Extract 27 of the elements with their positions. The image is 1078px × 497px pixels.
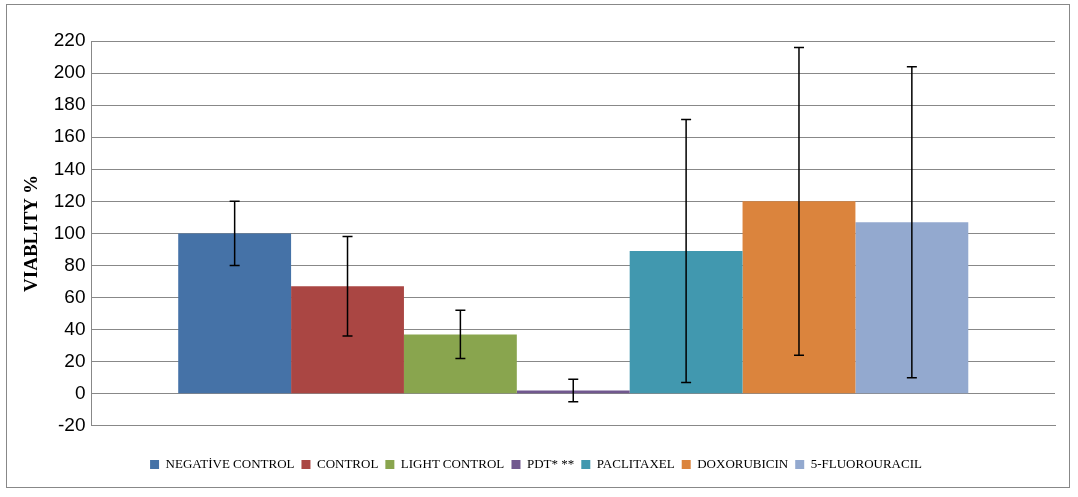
y-tick-label: 220	[53, 29, 86, 51]
legend-label: LIGHT CONTROL	[400, 455, 505, 471]
legend-label: PDT* **	[526, 455, 575, 471]
y-tick-label: 80	[64, 253, 86, 275]
legend-label: CONTROL	[316, 455, 379, 471]
legend-label: PACLITAXEL	[596, 455, 675, 471]
y-tick-label: 180	[53, 93, 86, 115]
bar	[629, 251, 743, 394]
y-axis-title: VIABLITY %	[20, 174, 42, 292]
y-tick-label: 120	[53, 189, 86, 211]
y-tick-label: 40	[64, 317, 86, 339]
legend-label: 5-FLUOROURACIL	[810, 455, 922, 471]
y-tick-label: 0	[74, 381, 86, 403]
legend-label: NEGATİVE CONTROL	[165, 455, 295, 471]
y-tick-label: 200	[53, 61, 86, 83]
y-tick-label: -20	[58, 414, 86, 436]
bar	[855, 222, 969, 394]
y-tick-label: 160	[53, 125, 86, 147]
y-tick-label: 20	[64, 349, 86, 371]
bar	[178, 233, 292, 394]
bar	[403, 334, 517, 394]
y-tick-label: 100	[53, 221, 86, 243]
bar	[742, 201, 856, 394]
legend-label: DOXORUBICIN	[697, 455, 789, 471]
y-tick-label: 140	[53, 157, 86, 179]
bar	[291, 286, 404, 394]
y-tick-label: 60	[64, 285, 86, 307]
